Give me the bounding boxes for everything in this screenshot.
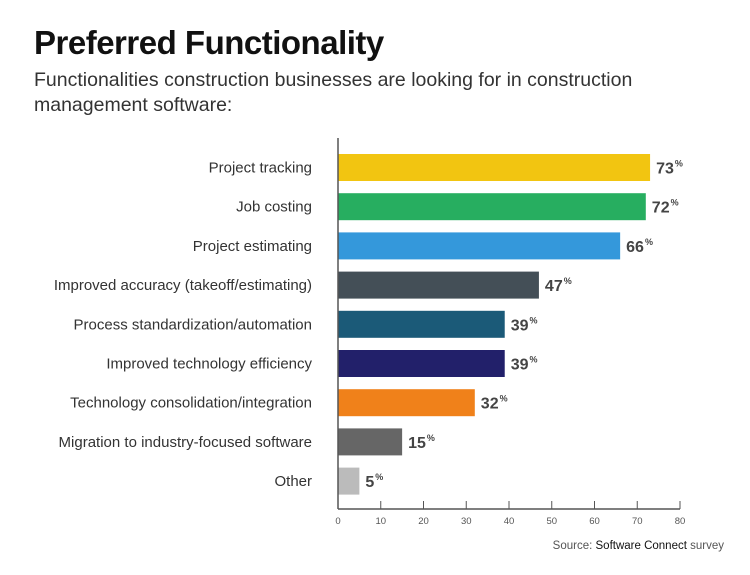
category-label: Migration to industry-focused software: [59, 434, 312, 451]
data-label: 32%: [481, 394, 508, 413]
bar: [338, 428, 403, 456]
bar: [338, 232, 621, 260]
x-tick-label: 60: [589, 516, 600, 527]
category-label: Improved accuracy (takeoff/estimating): [54, 277, 312, 294]
x-tick-label: 20: [418, 516, 429, 527]
bar: [338, 467, 360, 495]
data-label: 15%: [408, 433, 435, 452]
chart-subtitle: Functionalities construction businesses …: [34, 69, 633, 116]
x-tick-label: 0: [335, 516, 340, 527]
category-label: Process standardization/automation: [74, 316, 312, 333]
source-prefix: Source:: [552, 540, 596, 552]
data-label: 73%: [656, 159, 683, 178]
x-tick-label: 50: [546, 516, 557, 527]
category-label: Project tracking: [209, 160, 312, 177]
bar: [338, 310, 505, 338]
bar: [338, 350, 505, 377]
x-tick-label: 10: [375, 516, 386, 527]
category-label: Improved technology efficiency: [106, 356, 312, 373]
data-label: 39%: [511, 315, 538, 334]
x-tick-label: 30: [461, 516, 472, 527]
source-suffix: survey: [686, 540, 724, 552]
category-label: Other: [274, 473, 312, 490]
category-label: Project estimating: [193, 238, 312, 255]
x-tick-label: 70: [632, 516, 643, 527]
source-name: Software Connect: [595, 540, 687, 552]
data-label: 72%: [652, 198, 679, 217]
category-label: Technology consolidation/integration: [70, 395, 312, 412]
chart-title: Preferred Functionality: [34, 24, 384, 61]
x-tick-label: 80: [675, 516, 686, 527]
bar: [338, 193, 646, 221]
data-label: 39%: [511, 355, 538, 374]
data-label: 5%: [365, 472, 383, 491]
data-label: 66%: [626, 237, 653, 256]
category-label: Job costing: [236, 199, 312, 216]
bar: [338, 154, 651, 181]
bar: [338, 271, 539, 299]
x-tick-label: 40: [504, 516, 515, 527]
bar: [338, 389, 475, 417]
data-label: 47%: [545, 276, 572, 295]
source-note: Source: Software Connect survey: [553, 540, 724, 552]
